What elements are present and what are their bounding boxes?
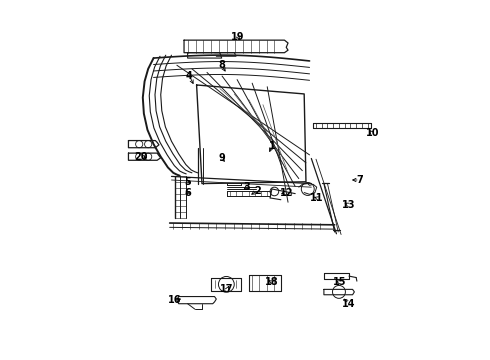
Text: 10: 10 (366, 129, 379, 138)
Text: 14: 14 (342, 299, 356, 309)
Text: 19: 19 (231, 32, 245, 41)
Text: 5: 5 (184, 177, 191, 187)
Text: 17: 17 (220, 284, 234, 294)
Text: 2: 2 (254, 186, 261, 196)
Text: 9: 9 (219, 153, 225, 163)
Text: 3: 3 (244, 182, 250, 192)
Text: 7: 7 (356, 175, 363, 185)
Text: 6: 6 (184, 188, 191, 198)
Text: 15: 15 (333, 277, 347, 287)
Text: 13: 13 (342, 200, 356, 210)
Text: 4: 4 (186, 71, 193, 81)
Text: 16: 16 (169, 295, 182, 305)
Text: 8: 8 (218, 60, 225, 70)
Text: 18: 18 (265, 277, 279, 287)
Text: 11: 11 (310, 193, 323, 203)
Text: 1: 1 (269, 141, 275, 151)
Text: 20: 20 (134, 152, 148, 162)
Text: 12: 12 (279, 188, 293, 198)
